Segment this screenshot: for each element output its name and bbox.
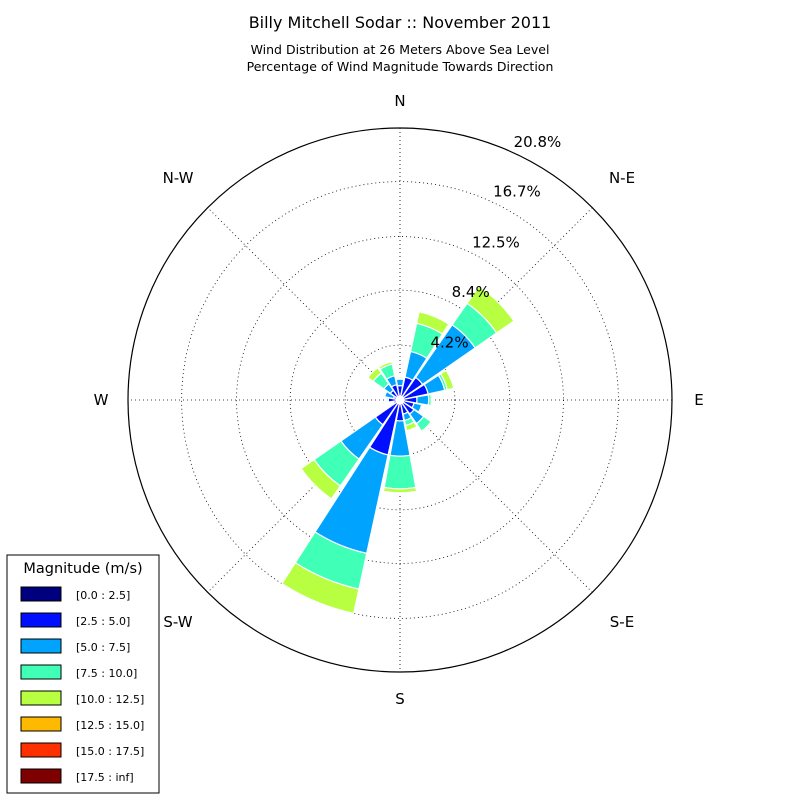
direction-label: N-W xyxy=(163,169,194,187)
direction-label: N xyxy=(394,92,405,110)
legend-swatch xyxy=(21,769,61,783)
legend-label: [5.0 : 7.5] xyxy=(76,641,130,654)
sector-bar xyxy=(396,376,404,378)
legend-swatch xyxy=(21,691,61,705)
direction-label: W xyxy=(94,391,109,409)
legend-swatch xyxy=(21,665,61,679)
legend-label: [2.5 : 5.0] xyxy=(76,615,130,628)
direction-label: S-W xyxy=(163,613,192,631)
legend-label: [17.5 : inf] xyxy=(76,771,134,784)
legend-swatch xyxy=(21,587,61,601)
legend-title: Magnitude (m/s) xyxy=(23,561,142,577)
chart-subtitle-line-2: Percentage of Wind Magnitude Towards Dir… xyxy=(247,59,554,74)
legend-label: [15.0 : 17.5] xyxy=(76,745,144,758)
legend: Magnitude (m/s) [0.0 : 2.5] [2.5 : 5.0] [5… xyxy=(7,555,159,793)
polar-plot-area: 4.2% 8.4% 12.5% 16.7% 20.8% N N-E E S-E S S-W W N-W xyxy=(94,92,704,708)
sector-bar xyxy=(431,394,433,406)
legend-swatch xyxy=(21,717,61,731)
sector-bar xyxy=(384,455,416,489)
legend-swatch xyxy=(21,743,61,757)
direction-label: N-E xyxy=(609,169,635,187)
sector-bar xyxy=(387,398,388,403)
direction-label: S-E xyxy=(610,613,634,631)
direction-label: E xyxy=(694,391,703,409)
radial-tick-label: 4.2% xyxy=(431,334,469,352)
direction-label: S xyxy=(395,690,405,708)
radial-tick-label: 12.5% xyxy=(472,233,520,251)
radial-tick-label: 20.8% xyxy=(514,133,562,151)
chart-title: Billy Mitchell Sodar :: November 2011 xyxy=(249,13,552,32)
legend-swatch xyxy=(21,613,61,627)
radial-tick-label: 16.7% xyxy=(493,183,541,201)
sector-bars xyxy=(282,286,514,613)
legend-label: [12.5 : 15.0] xyxy=(76,719,144,732)
sector-bar xyxy=(396,379,403,386)
legend-label: [10.0 : 12.5] xyxy=(76,693,144,706)
legend-label: [0.0 : 2.5] xyxy=(76,589,130,602)
legend-label: [7.5 : 10.0] xyxy=(76,667,137,680)
legend-swatch xyxy=(21,639,61,653)
radial-tick-label: 8.4% xyxy=(452,283,490,301)
chart-subtitle-line-1: Wind Distribution at 26 Meters Above Sea… xyxy=(251,42,550,57)
